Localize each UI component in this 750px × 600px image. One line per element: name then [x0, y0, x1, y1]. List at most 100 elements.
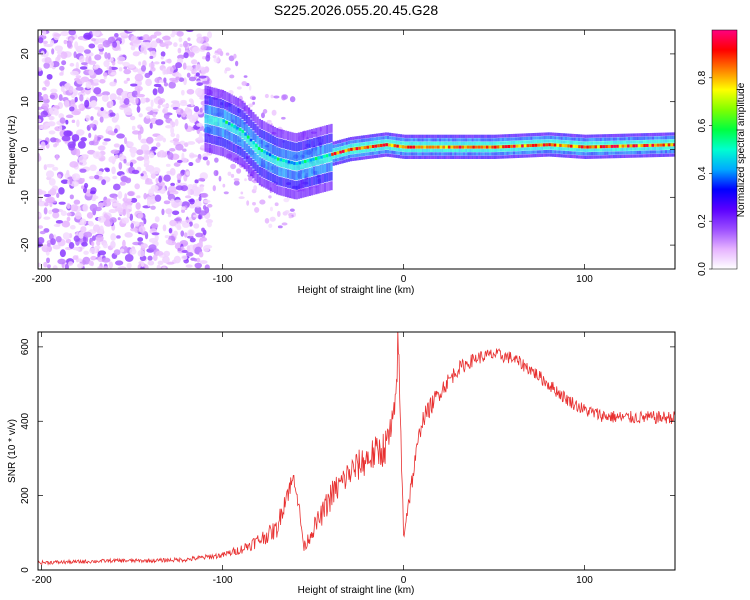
spectrogram-cell: [643, 147, 646, 151]
spectrogram-cell: [619, 140, 622, 145]
spectrogram-cell: [575, 155, 579, 159]
spectrogram-cell: [536, 136, 539, 140]
spectrogram-cell: [328, 153, 331, 157]
spectrogram-cell: [228, 131, 231, 141]
spectrogram-cell: [88, 260, 94, 266]
spectrogram-cell: [575, 134, 579, 138]
spectrogram-cell: [536, 146, 539, 151]
spectrogram-cell: [621, 144, 625, 148]
spectrogram-cell: [186, 245, 191, 252]
spectrogram-cell: [643, 150, 646, 154]
spectrogram-x-tick-label: 0: [401, 274, 407, 285]
spectrogram-cell: [297, 189, 301, 199]
spectrogram-cell: [276, 128, 279, 138]
spectrogram-cell: [462, 145, 466, 149]
spectrogram-cell: [170, 182, 176, 187]
spectrogram-cell: [137, 213, 143, 219]
spectrogram-cell: [547, 146, 550, 150]
spectrogram-cell: [88, 140, 95, 146]
spectrogram-cell: [60, 179, 69, 184]
spectrogram-cell: [323, 163, 327, 173]
spectrogram-cell: [88, 69, 95, 76]
spectrogram-cell: [619, 154, 622, 159]
spectrogram-cell: [551, 139, 555, 143]
spectrogram-cell: [97, 266, 103, 269]
spectrogram-cell: [475, 152, 479, 156]
spectrogram-cell: [475, 148, 479, 152]
spectrogram-cell: [219, 118, 222, 128]
spectrogram-cell: [541, 150, 544, 154]
spectrogram-cell: [140, 97, 147, 104]
spectrogram-cell: [475, 141, 479, 145]
spectrogram-cell: [328, 134, 331, 143]
spectrogram-cell: [436, 141, 440, 145]
spectrogram-cell: [363, 146, 367, 150]
spectrogram-cell: [562, 136, 566, 141]
spectrogram-cell: [669, 153, 672, 157]
spectrogram-cell: [124, 193, 128, 201]
spectrogram-cell: [224, 148, 227, 158]
spectrogram-cell: [78, 104, 83, 109]
spectrogram-cell: [274, 156, 277, 160]
spectrogram-cell: [252, 131, 255, 141]
spectrogram-cell: [293, 132, 296, 142]
spectrogram-cell: [119, 98, 124, 106]
spectrogram-cell: [415, 138, 418, 142]
spectrogram-cell: [441, 134, 444, 138]
spectrogram-cell: [560, 133, 563, 137]
spectrogram-cell: [71, 119, 76, 123]
spectrogram-cell: [547, 132, 550, 136]
spectrogram-cell: [415, 141, 418, 145]
spectrogram-cell: [204, 142, 207, 152]
spectrogram-cell: [297, 161, 301, 171]
spectrogram-cell: [254, 152, 257, 162]
spectrogram-cell: [645, 150, 648, 154]
spectrogram-cell: [310, 167, 314, 177]
spectrogram-cell: [236, 86, 242, 90]
spectrogram-cell: [410, 134, 413, 138]
spectrogram-cell: [638, 136, 642, 141]
spectrogram-cell: [345, 155, 348, 159]
spectrogram-cell: [428, 152, 431, 156]
spectrogram-cell: [43, 193, 52, 198]
spectrogram-cell: [660, 139, 663, 143]
spectrogram-cell: [254, 123, 257, 133]
spectrogram-cell: [140, 266, 145, 269]
spectrogram-cell: [218, 175, 222, 182]
spectrogram-cell: [610, 141, 613, 145]
spectrogram-cell: [208, 143, 212, 153]
spectrogram-cell: [300, 131, 303, 141]
spectrogram-cell: [317, 156, 320, 165]
spectrogram-cell: [634, 133, 637, 137]
spectrogram-cell: [113, 128, 118, 134]
spectrogram-cell: [131, 169, 140, 174]
spectrogram-cell: [554, 139, 557, 143]
spectrogram-cell: [112, 41, 118, 48]
spectrogram-cell: [397, 154, 400, 159]
spectrogram-cell: [432, 152, 435, 156]
spectrogram-cell: [199, 107, 203, 113]
spectrogram-cell: [263, 149, 266, 159]
spectrogram-cell: [625, 133, 628, 137]
spectrogram-cell: [152, 113, 157, 118]
spectrogram-cell: [187, 187, 191, 196]
spectrogram-cell: [313, 176, 316, 186]
spectrogram-cell: [506, 151, 509, 155]
spectrogram-cell: [336, 161, 340, 165]
spectrogram-cell: [234, 106, 238, 116]
spectrogram-cell: [136, 156, 145, 161]
spectrogram-cell: [145, 78, 152, 87]
spectrogram-cell: [273, 155, 277, 165]
spectrogram-cell: [339, 139, 342, 144]
spectrogram-cell: [207, 31, 213, 39]
spectrogram-cell: [521, 147, 524, 151]
spectrogram-cell: [53, 108, 59, 116]
spectrogram-cell: [384, 153, 387, 157]
spectrogram-cell: [241, 157, 244, 167]
spectrogram-cell: [656, 136, 659, 140]
spectrogram-cell: [510, 144, 513, 148]
spectrogram-cell: [421, 138, 424, 142]
spectrogram-x-label: Height of straight line (km): [298, 285, 415, 296]
spectrogram-cell: [189, 204, 196, 209]
spectrogram-cell: [196, 82, 203, 86]
